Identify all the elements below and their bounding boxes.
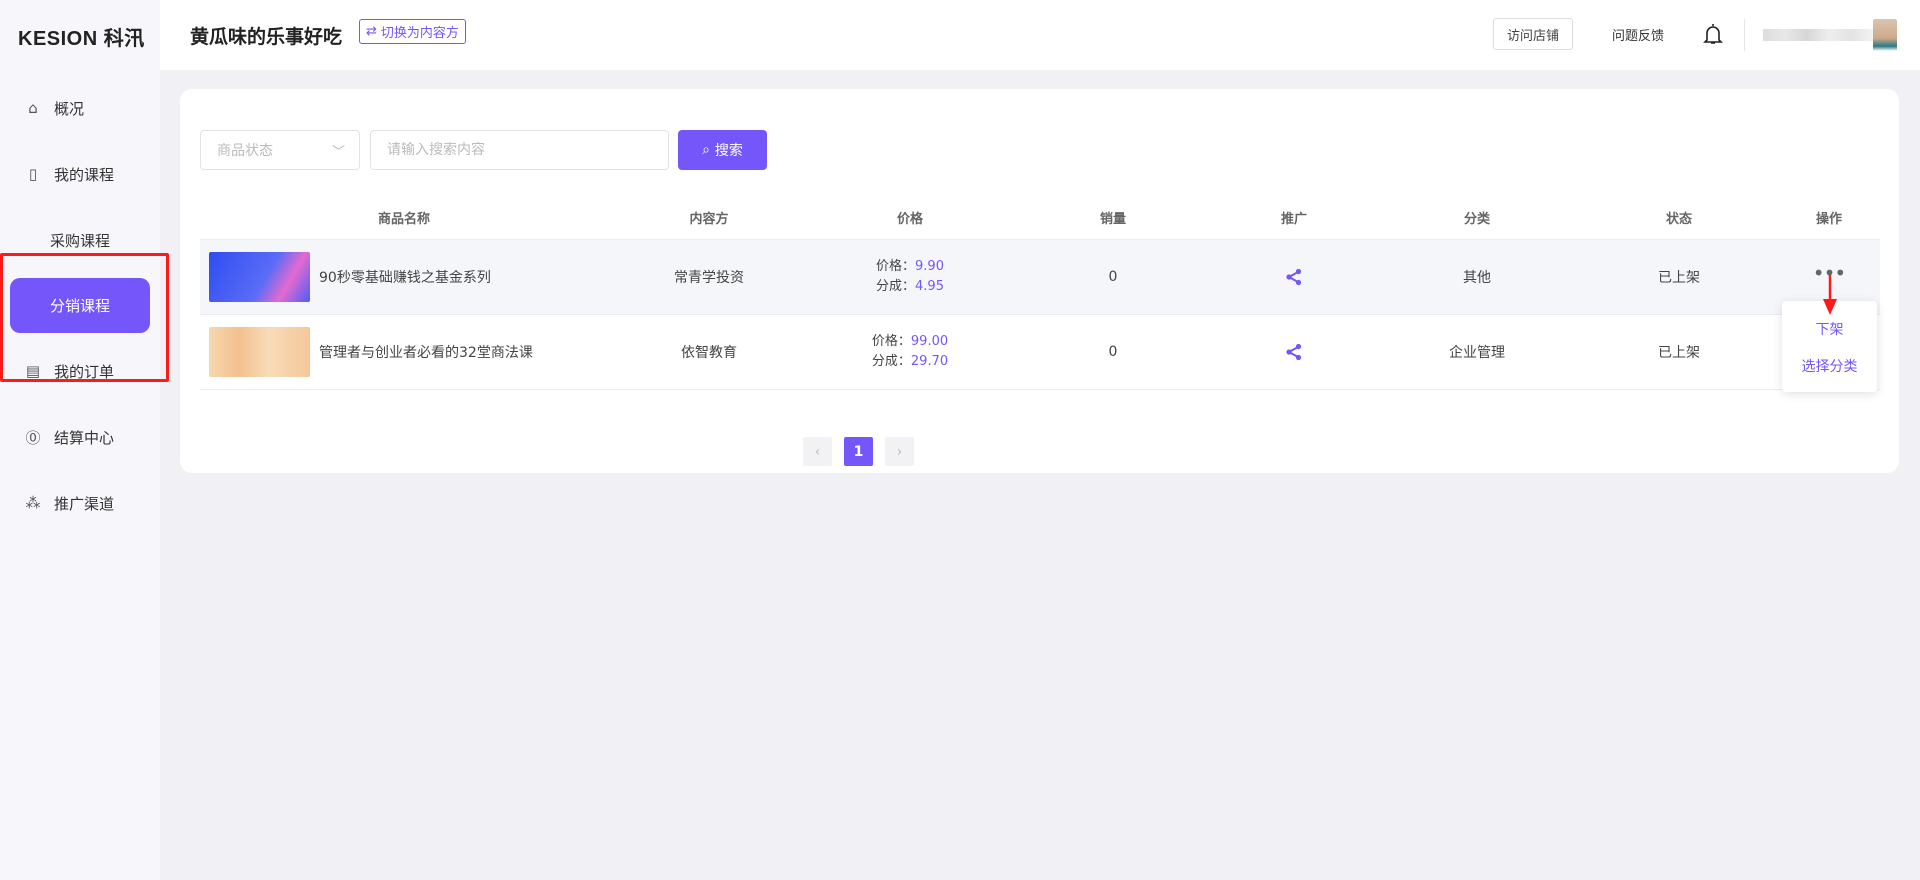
sidebar-item-purchase-courses[interactable]: 采购课程	[0, 220, 160, 260]
provider: 依智教育	[681, 345, 737, 361]
sales: 0	[1108, 344, 1118, 360]
col-name: 商品名称	[377, 212, 431, 227]
logo: KESION 科汛	[18, 28, 145, 50]
home-icon: ⌂	[28, 99, 38, 117]
bell-icon[interactable]	[1703, 22, 1723, 46]
sidebar-item-my-courses[interactable]: ▯ 我的课程	[0, 154, 160, 194]
product-name[interactable]: 90秒零基础赚钱之基金系列	[319, 270, 491, 286]
product-name[interactable]: 管理者与创业者必看的32堂商法课	[319, 345, 533, 361]
sidebar-item-label: 采购课程	[49, 231, 110, 250]
col-category: 分类	[1463, 212, 1491, 227]
share-icon	[1286, 343, 1302, 361]
price-info: 价格：9.90 分成：4.95	[876, 240, 944, 314]
category: 其他	[1463, 270, 1491, 286]
avatar[interactable]	[1873, 19, 1897, 51]
share-button[interactable]	[1285, 240, 1303, 314]
course-thumbnail[interactable]	[209, 327, 310, 377]
action-dropdown: 下架 选择分类	[1782, 301, 1877, 392]
share-label: 分成：	[876, 279, 916, 294]
search-button[interactable]: ⌕ 搜索	[678, 130, 767, 170]
yen-icon: ⓪	[25, 428, 41, 447]
menu-item-select-category[interactable]: 选择分类	[1801, 359, 1858, 375]
col-status: 状态	[1665, 212, 1693, 227]
status-select[interactable]: 商品状态 ﹀	[200, 130, 360, 170]
table-header: 商品名称 内容方 价格 销量 推广 分类 状态 操作	[200, 196, 1880, 240]
price-info: 价格：99.00 分成：29.70	[872, 315, 948, 389]
product-table: 商品名称 内容方 价格 销量 推广 分类 状态 操作 90秒零基础赚钱之基金系列…	[200, 196, 1880, 390]
prev-page-button[interactable]: ‹	[803, 437, 832, 466]
provider: 常青学投资	[674, 270, 744, 286]
status: 已上架	[1658, 270, 1700, 286]
sidebar-item-settlement[interactable]: ⓪ 结算中心	[0, 417, 160, 457]
highlight-box	[0, 253, 169, 382]
chevron-left-icon: ‹	[814, 443, 821, 460]
col-promote: 推广	[1280, 212, 1308, 227]
col-price: 价格	[896, 212, 924, 227]
share-value: 29.70	[910, 354, 949, 369]
sidebar-item-overview[interactable]: ⌂ 概况	[0, 88, 160, 128]
table-row: 90秒零基础赚钱之基金系列 常青学投资 价格：9.90 分成：4.95 0 其他 …	[200, 240, 1880, 315]
share-icon	[1286, 268, 1302, 286]
switch-role-button[interactable]: ⇄ 切换为内容方	[359, 19, 466, 44]
feedback-link[interactable]: 问题反馈	[1612, 29, 1665, 44]
share-label: 分成：	[871, 354, 911, 369]
switch-label: 切换为内容方	[380, 26, 459, 41]
book-icon: ▯	[28, 165, 38, 183]
red-arrow-annotation	[1823, 275, 1837, 315]
swap-icon: ⇄	[366, 24, 377, 39]
price-label: 价格：	[876, 259, 916, 274]
divider	[1744, 19, 1745, 51]
sidebar-item-label: 我的课程	[54, 165, 115, 184]
search-icon: ⌕	[702, 142, 710, 158]
store-title: 黄瓜味的乐事好吃	[190, 26, 343, 48]
next-page-button[interactable]: ›	[885, 437, 914, 466]
visit-store-button[interactable]: 访问店铺	[1493, 18, 1573, 50]
sidebar-item-label: 概况	[54, 99, 85, 118]
header: 黄瓜味的乐事好吃 ⇄ 切换为内容方 访问店铺 问题反馈	[160, 0, 1920, 70]
col-provider: 内容方	[689, 212, 729, 227]
price-value: 9.90	[915, 259, 944, 274]
pagination: ‹ 1 ›	[803, 437, 914, 466]
price-label: 价格：	[871, 334, 911, 349]
sidebar-item-my-orders[interactable]: ▤ 我的订单	[0, 351, 160, 391]
search-label: 搜索	[714, 143, 743, 159]
sidebar-item-label: 推广渠道	[54, 494, 115, 513]
order-icon: ▤	[25, 362, 41, 380]
status: 已上架	[1658, 345, 1700, 361]
share-button[interactable]	[1285, 315, 1303, 389]
price-value: 99.00	[910, 334, 949, 349]
menu-item-unlist[interactable]: 下架	[1815, 322, 1844, 338]
user-name-blurred[interactable]	[1763, 29, 1873, 41]
sidebar-item-label: 结算中心	[54, 428, 115, 447]
search-input[interactable]	[370, 130, 669, 170]
sales: 0	[1108, 269, 1118, 285]
content-card: 商品状态 ﹀ ⌕搜索 商品名称 内容方 价格 销量 推广 分类 状态 操作 90秒…	[180, 89, 1899, 473]
sidebar-item-distribution-courses[interactable]: 分销课程	[10, 278, 150, 333]
category: 企业管理	[1449, 345, 1505, 361]
status-placeholder: 商品状态	[217, 143, 273, 159]
col-actions: 操作	[1815, 212, 1843, 227]
share-value: 4.95	[915, 279, 944, 294]
sidebar-item-label: 我的订单	[54, 362, 115, 381]
sidebar-item-label: 分销课程	[49, 297, 110, 315]
chevron-right-icon: ›	[896, 443, 903, 460]
course-thumbnail[interactable]	[209, 252, 310, 302]
col-sales: 销量	[1099, 212, 1127, 227]
channel-icon: ⁂	[25, 494, 41, 512]
sidebar-item-channels[interactable]: ⁂ 推广渠道	[0, 483, 160, 523]
sidebar: KESION 科汛 ⌂ 概况 ▯ 我的课程 采购课程 分销课程 ▤ 我的订单 ⓪ 结算中…	[0, 0, 160, 880]
table-row: 管理者与创业者必看的32堂商法课 依智教育 价格：99.00 分成：29.70 0…	[200, 315, 1880, 390]
chevron-down-icon: ﹀	[331, 145, 345, 160]
page-button[interactable]: 1	[844, 437, 873, 466]
